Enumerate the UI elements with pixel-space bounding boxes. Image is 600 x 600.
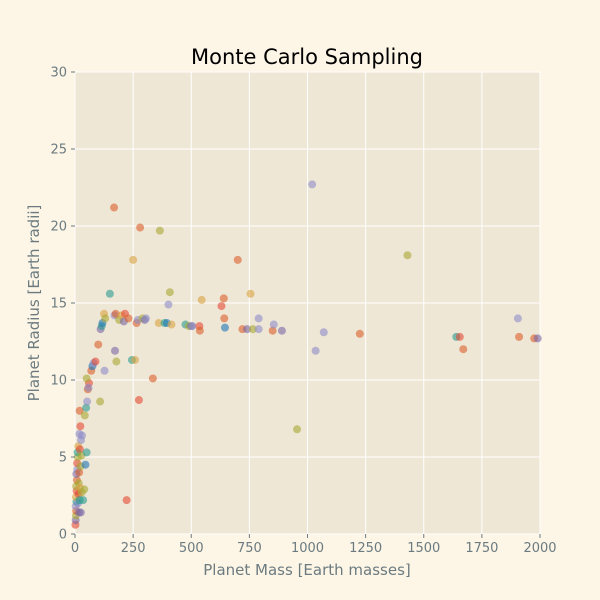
y-tick-label: 25 xyxy=(50,143,67,158)
data-point xyxy=(217,302,226,311)
data-point xyxy=(220,314,229,323)
data-point xyxy=(82,403,91,412)
y-tick-label: 5 xyxy=(59,451,67,466)
data-point xyxy=(75,468,84,477)
x-tick-label: 1250 xyxy=(349,541,382,556)
y-axis-ticks: 0 5 10 15 20 25 30 xyxy=(50,66,75,543)
x-axis-label: Planet Mass [Earth masses] xyxy=(203,561,411,579)
data-point xyxy=(122,496,131,505)
data-point xyxy=(248,325,257,334)
data-point xyxy=(82,374,91,383)
x-tick-label: 750 xyxy=(237,541,262,556)
data-point xyxy=(269,320,278,329)
data-point xyxy=(254,325,263,334)
data-point xyxy=(167,320,176,329)
data-point xyxy=(80,485,89,494)
grid-lines xyxy=(74,71,541,535)
x-tick-label: 500 xyxy=(179,541,204,556)
data-point xyxy=(83,397,92,406)
data-point xyxy=(197,295,206,304)
chart-title: Monte Carlo Sampling xyxy=(191,45,423,69)
data-point xyxy=(101,314,110,323)
data-point xyxy=(124,314,133,323)
data-point xyxy=(243,325,252,334)
data-point xyxy=(319,328,328,337)
data-point xyxy=(188,322,197,331)
data-point xyxy=(84,383,93,392)
x-tick-label: 250 xyxy=(121,541,146,556)
data-point xyxy=(110,346,119,355)
data-point xyxy=(75,445,84,454)
data-point xyxy=(141,314,150,323)
y-tick-label: 0 xyxy=(59,528,67,543)
data-point xyxy=(154,319,163,328)
y-tick-label: 30 xyxy=(50,66,67,81)
data-point xyxy=(254,314,263,323)
data-point xyxy=(219,294,228,303)
y-tick-label: 20 xyxy=(50,220,67,235)
data-point xyxy=(164,300,173,309)
data-point xyxy=(155,226,164,235)
data-point xyxy=(403,251,412,260)
data-point xyxy=(220,323,229,332)
data-point xyxy=(76,508,85,517)
data-point xyxy=(455,332,464,341)
x-tick-label: 0 xyxy=(71,541,79,556)
data-point xyxy=(134,396,143,405)
data-points xyxy=(71,180,542,529)
x-tick-label: 1750 xyxy=(465,541,498,556)
y-tick-label: 15 xyxy=(50,297,67,312)
data-point xyxy=(277,326,286,335)
x-tick-label: 1500 xyxy=(407,541,440,556)
data-point xyxy=(233,255,242,264)
data-point xyxy=(105,289,114,298)
data-point xyxy=(533,334,542,343)
data-point xyxy=(246,289,255,298)
data-point xyxy=(80,411,89,420)
data-point xyxy=(76,422,85,431)
data-point xyxy=(110,203,119,212)
data-point xyxy=(77,431,86,440)
data-point xyxy=(165,288,174,297)
x-axis-ticks: 0 250 500 750 1000 1250 1500 1750 2000 xyxy=(71,534,557,556)
data-point xyxy=(459,345,468,354)
data-point xyxy=(515,332,524,341)
data-point xyxy=(96,397,105,406)
data-point xyxy=(100,366,109,375)
data-point xyxy=(293,425,302,434)
y-axis-label: Planet Radius [Earth radii] xyxy=(25,205,43,402)
data-point xyxy=(91,357,100,366)
y-tick-label: 10 xyxy=(50,374,67,389)
data-point xyxy=(268,326,277,335)
data-point xyxy=(308,180,317,189)
data-point xyxy=(79,496,88,505)
data-point xyxy=(75,406,84,415)
data-point xyxy=(94,340,103,349)
x-tick-label: 2000 xyxy=(523,541,556,556)
data-point xyxy=(81,460,90,469)
data-point xyxy=(355,329,364,338)
data-point xyxy=(112,357,121,366)
data-point xyxy=(129,255,138,264)
data-point xyxy=(311,346,320,355)
data-point xyxy=(136,223,145,232)
data-point xyxy=(513,314,522,323)
data-point xyxy=(82,448,91,457)
data-point xyxy=(148,374,157,383)
x-tick-label: 1000 xyxy=(291,541,324,556)
data-point xyxy=(130,355,139,364)
data-point xyxy=(195,326,204,335)
